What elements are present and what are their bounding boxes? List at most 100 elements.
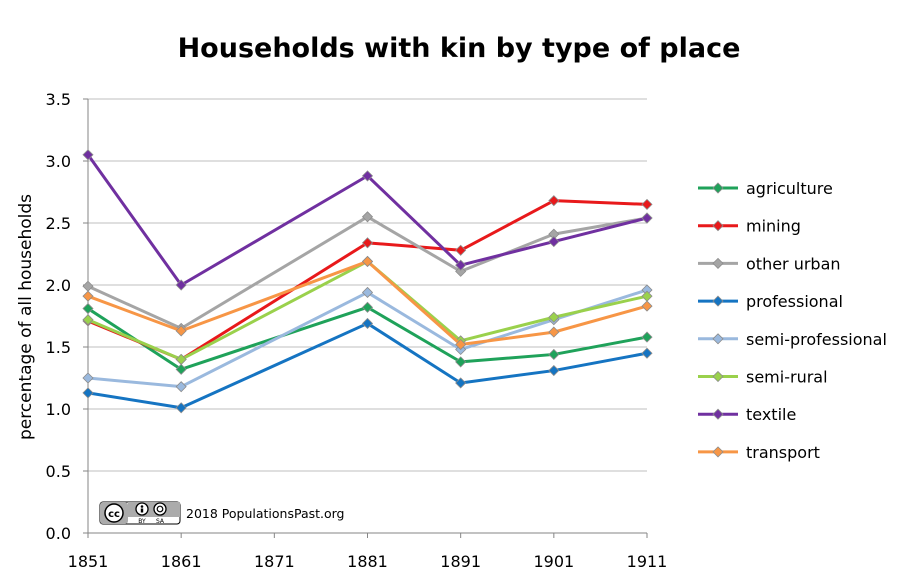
data-point — [82, 290, 94, 302]
data-point — [175, 381, 187, 393]
series-line-agriculture — [87, 305, 648, 371]
data-point — [361, 170, 374, 182]
data-point — [641, 212, 653, 224]
series-line-textile — [86, 153, 648, 287]
data-point — [82, 280, 94, 292]
legend-label: professional — [746, 292, 843, 311]
data-point — [361, 301, 374, 313]
credit-text: 2018 PopulationsPast.org — [186, 506, 345, 521]
data-point — [361, 317, 374, 330]
data-point — [455, 377, 467, 389]
data-point — [82, 314, 94, 326]
data-point — [175, 279, 187, 291]
data-point — [548, 236, 560, 248]
x-tick-label: 1891 — [440, 552, 481, 571]
legend: agriculture mining other urban professional… — [698, 179, 887, 462]
x-tick-label: 1851 — [68, 552, 109, 571]
data-point — [641, 347, 653, 359]
y-tick-label: 3.0 — [46, 152, 71, 171]
data-point — [455, 259, 467, 271]
x-tick-label: 1881 — [347, 552, 388, 571]
y-tick-label: 1.0 — [46, 400, 71, 419]
legend-item-semi-rural: semi-rural — [698, 368, 828, 387]
data-point — [641, 198, 653, 210]
cc-license-badge: cc BY SA — [99, 501, 181, 525]
x-tick-labels: 1851 1861 1871 1881 1891 1901 1911 — [68, 552, 668, 571]
data-point — [455, 338, 467, 351]
data-point — [548, 311, 560, 323]
by-attribution-icon-body — [140, 508, 144, 513]
badge-sa-text: SA — [156, 518, 165, 525]
data-point — [82, 302, 94, 315]
legend-label: transport — [746, 443, 820, 462]
legend-item-textile: textile — [698, 405, 796, 424]
series-textile — [82, 149, 653, 291]
badge-by-text: BY — [138, 518, 146, 525]
data-point — [82, 387, 94, 399]
legend-label: other urban — [746, 254, 841, 273]
legend-swatch-marker — [712, 333, 724, 345]
series-line-mining — [87, 199, 648, 361]
data-point — [641, 290, 653, 302]
series-lines — [82, 149, 653, 414]
data-point — [82, 372, 94, 384]
y-tick-label: 0.0 — [46, 524, 71, 543]
by-attribution-icon-head — [140, 505, 144, 508]
data-point — [641, 331, 653, 343]
data-point — [361, 237, 374, 249]
legend-label: semi-rural — [746, 368, 828, 387]
gridlines — [88, 98, 647, 472]
legend-item-agriculture: agriculture — [698, 179, 833, 198]
data-point — [175, 325, 187, 337]
legend-label: agriculture — [746, 179, 833, 198]
series-transport — [82, 255, 653, 351]
x-tick-label: 1861 — [161, 552, 202, 571]
series-line-professional — [87, 321, 648, 410]
cc-icon-text: cc — [108, 509, 120, 520]
y-tick-label: 3.5 — [46, 90, 71, 109]
legend-swatch-marker — [712, 370, 724, 383]
legend-swatch-marker — [712, 182, 724, 194]
data-point — [361, 286, 374, 299]
legend-swatch-marker — [712, 408, 724, 420]
data-point — [548, 326, 560, 338]
y-axis-label: percentage of all households — [16, 194, 36, 440]
x-tick-label: 1911 — [627, 552, 668, 571]
legend-swatch-marker — [712, 446, 724, 458]
y-tick-labels: 0.0 0.5 1.0 1.5 2.0 2.5 3.0 3.5 — [46, 90, 71, 543]
sa-share-alike-icon-arc — [156, 505, 164, 513]
series-agriculture — [82, 301, 653, 375]
data-point — [455, 265, 467, 277]
data-point — [175, 363, 187, 375]
data-point — [548, 195, 560, 207]
legend-label: semi-professional — [746, 330, 887, 349]
series-line-transport — [87, 259, 648, 347]
legend-item-semi-professional: semi-professional — [698, 330, 887, 349]
legend-label: textile — [746, 405, 796, 424]
legend-item-other-urban: other urban — [698, 254, 841, 273]
data-point — [455, 356, 467, 368]
cc-icon — [104, 503, 124, 523]
legend-item-mining: mining — [698, 217, 801, 236]
credit-block: cc BY SA 2018 PopulationsPast.org — [99, 501, 345, 525]
data-point — [455, 244, 467, 256]
legend-swatch-marker — [712, 257, 724, 269]
data-point — [82, 149, 94, 161]
series-line-other-urban — [87, 215, 648, 330]
y-tick-label: 0.5 — [46, 462, 71, 481]
data-point — [175, 402, 187, 414]
y-tick-label: 2.0 — [46, 276, 71, 295]
legend-swatch-marker — [712, 295, 724, 307]
series-professional — [82, 317, 653, 414]
legend-swatch-marker — [712, 220, 724, 232]
x-tick-label: 1901 — [533, 552, 574, 571]
data-point — [361, 255, 374, 268]
data-point — [641, 300, 653, 312]
data-point — [175, 353, 187, 365]
series-semi-professional — [82, 284, 653, 393]
series-other-urban — [82, 211, 653, 334]
x-tick-label: 1871 — [254, 552, 295, 571]
data-point — [361, 211, 374, 223]
y-tick-label: 1.5 — [46, 338, 71, 357]
